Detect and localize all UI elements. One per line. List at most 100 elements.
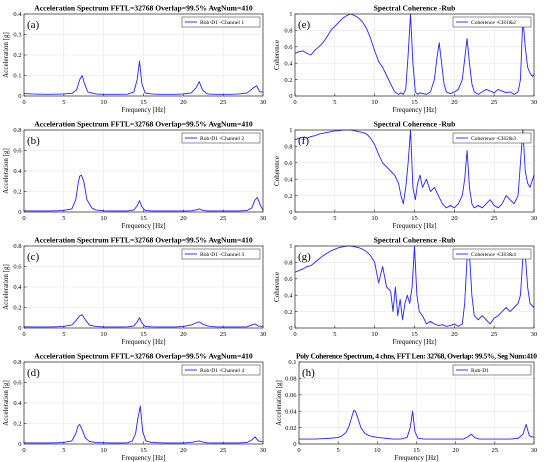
y-tick-label: 0 (18, 93, 21, 100)
legend-label: Rub-D1 -Channel 2 (200, 136, 244, 142)
panel-letter: (b) (27, 135, 40, 147)
x-tick-label: 25 (220, 99, 227, 106)
legend-label: Rub-D1 -Channel 1 (200, 20, 244, 26)
y-axis-label: Acceleration [g] (2, 32, 10, 78)
y-tick-label: 0.6 (13, 148, 22, 155)
x-tick-label: 0 (22, 331, 25, 338)
x-tick-label: 30 (531, 99, 538, 106)
x-axis-label: Frequency [Hz] (121, 338, 165, 346)
legend: Rub-D1 (452, 364, 532, 376)
x-tick-label: 15 (140, 215, 147, 222)
y-tick-label: 0.4 (284, 60, 293, 67)
panel-title: Acceleration Spectrum FFTL=32768 Overlap… (34, 352, 253, 361)
x-tick-label: 0 (293, 215, 296, 222)
x-tick-label: 30 (260, 331, 267, 338)
y-tick-label: 0.2 (284, 309, 292, 316)
x-tick-label: 30 (260, 99, 267, 106)
x-axis-label: Frequency [Hz] (392, 222, 436, 230)
x-tick-label: 15 (413, 447, 420, 454)
legend-label: Rub-D1 -Channel 3 (200, 252, 244, 258)
y-tick-label: 0.2 (13, 52, 21, 59)
x-tick-label: 10 (100, 99, 107, 106)
legend: Coherence -CH2&3 (452, 132, 532, 144)
legend-label: Rub-D1 -Channel 4 (200, 368, 244, 374)
legend: Rub-D1 -Channel 3 (181, 248, 261, 260)
y-tick-label: 0.02 (285, 425, 296, 432)
x-tick-label: 25 (220, 215, 227, 222)
x-tick-label: 0 (297, 447, 300, 454)
x-tick-label: 20 (451, 215, 458, 222)
x-axis-label: Frequency [Hz] (392, 106, 436, 114)
y-tick-label: 0.6 (284, 160, 293, 167)
x-tick-label: 30 (531, 447, 538, 454)
x-tick-label: 5 (333, 215, 336, 222)
y-tick-label: 0.2 (284, 77, 292, 84)
y-tick-label: 0.3 (13, 32, 21, 39)
x-tick-label: 30 (260, 215, 267, 222)
x-tick-label: 0 (293, 331, 296, 338)
legend-box (181, 364, 261, 376)
x-tick-label: 5 (62, 447, 65, 454)
y-tick-label: 0 (18, 209, 21, 216)
legend-box (181, 132, 261, 144)
y-tick-label: 0.8 (13, 127, 21, 134)
x-tick-label: 25 (491, 331, 498, 338)
x-tick-label: 15 (140, 331, 147, 338)
panel-e: 0 5 10 15 20 25 30 0 0.2 0.4 0.6 0.8 1 Spectral Coher… (273, 4, 537, 115)
y-tick-label: 0.6 (284, 276, 293, 283)
panel-d: 0 5 10 15 20 25 30 0 0.2 0.4 0.6 0.8 Acceleration Sp… (2, 352, 266, 462)
x-tick-label: 10 (374, 447, 381, 454)
y-tick-label: 0.4 (13, 168, 22, 175)
x-tick-label: 20 (180, 215, 187, 222)
x-tick-label: 10 (100, 215, 107, 222)
x-tick-label: 30 (260, 447, 267, 454)
panel-a: 0 5 10 15 20 25 30 0 0.1 0.2 0.3 0.4 Acceleration Sp… (2, 4, 266, 115)
panel-title: Poly Coherence Spectrum, 4 chns, FFT Len… (296, 352, 537, 361)
x-tick-label: 20 (451, 331, 458, 338)
panel-title: Spectral Coherence -Rub (374, 236, 456, 245)
y-tick-label: 0 (289, 93, 292, 100)
legend-label: Coherence -CH1&2 (471, 20, 516, 26)
x-tick-label: 30 (531, 215, 538, 222)
x-tick-label: 10 (371, 331, 378, 338)
x-tick-label: 15 (411, 331, 418, 338)
x-tick-label: 30 (531, 331, 538, 338)
legend: Coherence -CH1&2 (452, 16, 532, 28)
legend-box (181, 16, 261, 28)
y-tick-label: 0.4 (13, 284, 22, 291)
y-tick-label: 0.8 (284, 28, 292, 35)
legend: Rub-D1 -Channel 4 (181, 364, 261, 376)
x-tick-label: 5 (333, 99, 336, 106)
x-tick-label: 25 (492, 447, 499, 454)
x-tick-label: 5 (62, 215, 65, 222)
x-tick-label: 0 (293, 99, 296, 106)
x-tick-label: 25 (220, 447, 227, 454)
y-tick-label: 1 (289, 243, 292, 250)
y-tick-label: 0.04 (285, 408, 297, 415)
y-axis-label: Acceleration [g] (2, 380, 10, 426)
x-tick-label: 25 (491, 99, 498, 106)
x-axis-label: Frequency [Hz] (121, 222, 165, 230)
y-tick-label: 0.2 (13, 189, 21, 196)
panel-letter: (d) (27, 367, 40, 379)
y-tick-label: 0 (289, 325, 292, 332)
x-tick-label: 20 (180, 331, 187, 338)
x-tick-label: 15 (140, 99, 147, 106)
panel-letter: (c) (27, 251, 40, 263)
y-axis-label: Coherence (273, 156, 281, 186)
x-tick-label: 20 (180, 99, 187, 106)
panel-title: Acceleration Spectrum FFTL=32768 Overlap… (34, 4, 253, 13)
series-line-f (294, 129, 535, 209)
y-tick-label: 0.4 (13, 400, 22, 407)
x-axis-label: Frequency [Hz] (121, 106, 165, 114)
series-line-a (23, 60, 263, 95)
panel-title: Spectral Coherence -Rub (374, 120, 456, 129)
x-tick-label: 15 (411, 215, 418, 222)
legend-box (452, 132, 532, 144)
y-tick-label: 0 (18, 325, 21, 332)
y-tick-label: 0.2 (13, 305, 21, 312)
y-tick-label: 0 (289, 209, 292, 216)
legend-box (452, 248, 532, 260)
